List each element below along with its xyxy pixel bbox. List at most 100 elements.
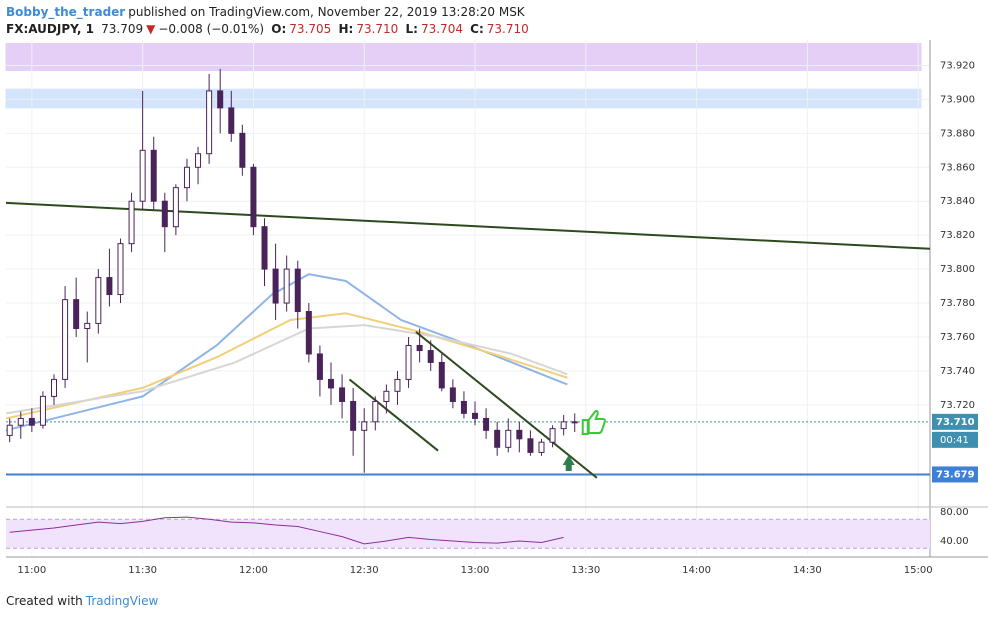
candle-body bbox=[427, 350, 434, 363]
candle-body bbox=[28, 417, 35, 426]
candle-body bbox=[460, 400, 467, 414]
candle-body bbox=[217, 90, 224, 109]
last: 73.709 bbox=[101, 22, 144, 36]
close: 73.710 bbox=[486, 22, 529, 36]
x-tick-label: 11:00 bbox=[17, 565, 46, 576]
candle-body bbox=[150, 149, 157, 202]
rsi-tick-label: 40.00 bbox=[940, 536, 969, 547]
candle-body bbox=[294, 268, 301, 313]
y-tick-label: 73.780 bbox=[940, 298, 975, 309]
candle-body bbox=[195, 153, 202, 168]
x-tick-label: 13:00 bbox=[461, 565, 490, 576]
candle-body bbox=[261, 226, 268, 270]
candle-body bbox=[339, 387, 346, 402]
candle-body bbox=[316, 353, 323, 380]
y-tick-label: 73.900 bbox=[940, 94, 975, 105]
candle-body bbox=[39, 395, 46, 426]
y-tick-label: 73.880 bbox=[940, 128, 975, 139]
candle-body bbox=[372, 400, 379, 423]
candle-body bbox=[394, 378, 401, 392]
open: 73.705 bbox=[289, 22, 332, 36]
x-tick-label: 12:00 bbox=[239, 565, 268, 576]
arrow-icon bbox=[562, 455, 575, 471]
candle-body bbox=[183, 166, 190, 189]
symbol: FX:AUDJPY, 1 bbox=[6, 22, 94, 36]
candle-body bbox=[350, 400, 357, 431]
footer: Created with TradingView bbox=[6, 594, 161, 608]
y-tick-label: 73.800 bbox=[940, 264, 975, 275]
candle-body bbox=[250, 166, 257, 228]
candle-body bbox=[62, 299, 69, 380]
candle-body bbox=[239, 132, 246, 168]
candle-body bbox=[283, 268, 290, 304]
x-tick-label: 11:30 bbox=[128, 565, 157, 576]
author[interactable]: Bobby_the_trader bbox=[6, 5, 126, 19]
candle-body bbox=[84, 322, 91, 330]
candle-body bbox=[272, 268, 279, 304]
x-tick-label: 14:00 bbox=[682, 565, 711, 576]
x-tick-label: 15:00 bbox=[904, 565, 933, 576]
candle-body bbox=[383, 390, 390, 402]
published: published on TradingView.com, November 2… bbox=[128, 5, 525, 19]
countdown-badge bbox=[932, 431, 978, 448]
low-label: L: bbox=[405, 22, 418, 36]
rsi-line bbox=[9, 516, 564, 545]
x-tick-label: 14:30 bbox=[793, 565, 822, 576]
countdown: 00:41 bbox=[940, 435, 969, 446]
y-tick-label: 73.760 bbox=[940, 332, 975, 343]
candle-body bbox=[494, 429, 501, 448]
price-badge-label: 73.710 bbox=[936, 417, 975, 428]
high-label: H: bbox=[338, 22, 354, 36]
price-badge bbox=[932, 466, 978, 483]
candle-body bbox=[438, 361, 445, 389]
candle-body bbox=[571, 421, 578, 424]
candle-body bbox=[527, 438, 534, 453]
created: Created with bbox=[6, 594, 83, 608]
arrow: ▼ bbox=[146, 22, 156, 36]
candle-body bbox=[51, 378, 58, 397]
close-label: C: bbox=[470, 22, 484, 36]
trendline bbox=[5, 201, 931, 250]
candle-body bbox=[449, 387, 456, 402]
x-tick-label: 12:30 bbox=[350, 565, 379, 576]
candle-body bbox=[416, 344, 423, 352]
candle-body bbox=[139, 149, 146, 202]
candle-body bbox=[405, 344, 412, 380]
candle-body bbox=[117, 243, 124, 296]
zone bbox=[5, 88, 922, 109]
candle-body bbox=[505, 429, 512, 448]
candle-body bbox=[206, 90, 213, 155]
candle-body bbox=[483, 417, 490, 431]
y-tick-label: 73.920 bbox=[940, 60, 975, 71]
candle-body bbox=[161, 200, 168, 228]
rsi-tick-label: 80.00 bbox=[940, 507, 969, 518]
brand[interactable]: TradingView bbox=[85, 594, 159, 608]
trendline bbox=[348, 378, 439, 452]
candle-body bbox=[95, 277, 102, 324]
header-line: Bobby_the_trader published on TradingView… bbox=[6, 5, 528, 19]
price-badge bbox=[932, 413, 978, 430]
thumbs-up-icon bbox=[581, 409, 606, 435]
candle-body bbox=[228, 107, 235, 134]
symbol-line: FX:AUDJPY, 1 73.709 ▼ −0.008 (−0.01%) O: 73… bbox=[6, 22, 532, 36]
zone bbox=[5, 42, 922, 72]
candle-body bbox=[305, 311, 312, 355]
candle-body bbox=[560, 421, 567, 430]
y-tick-label: 73.820 bbox=[940, 230, 975, 241]
low: 73.704 bbox=[420, 22, 463, 36]
candle-body bbox=[73, 299, 80, 330]
candle-body bbox=[6, 424, 13, 436]
high: 73.710 bbox=[356, 22, 399, 36]
trendline bbox=[415, 331, 598, 479]
candle-body bbox=[327, 378, 334, 389]
candle-body bbox=[361, 421, 368, 431]
candle-body bbox=[549, 428, 556, 443]
candle-body bbox=[106, 277, 113, 296]
candle-body bbox=[516, 429, 523, 440]
y-tick-label: 73.860 bbox=[940, 162, 975, 173]
change: −0.008 (−0.01%) bbox=[158, 22, 265, 36]
rsi-band bbox=[6, 519, 930, 549]
candle-body bbox=[17, 417, 24, 426]
